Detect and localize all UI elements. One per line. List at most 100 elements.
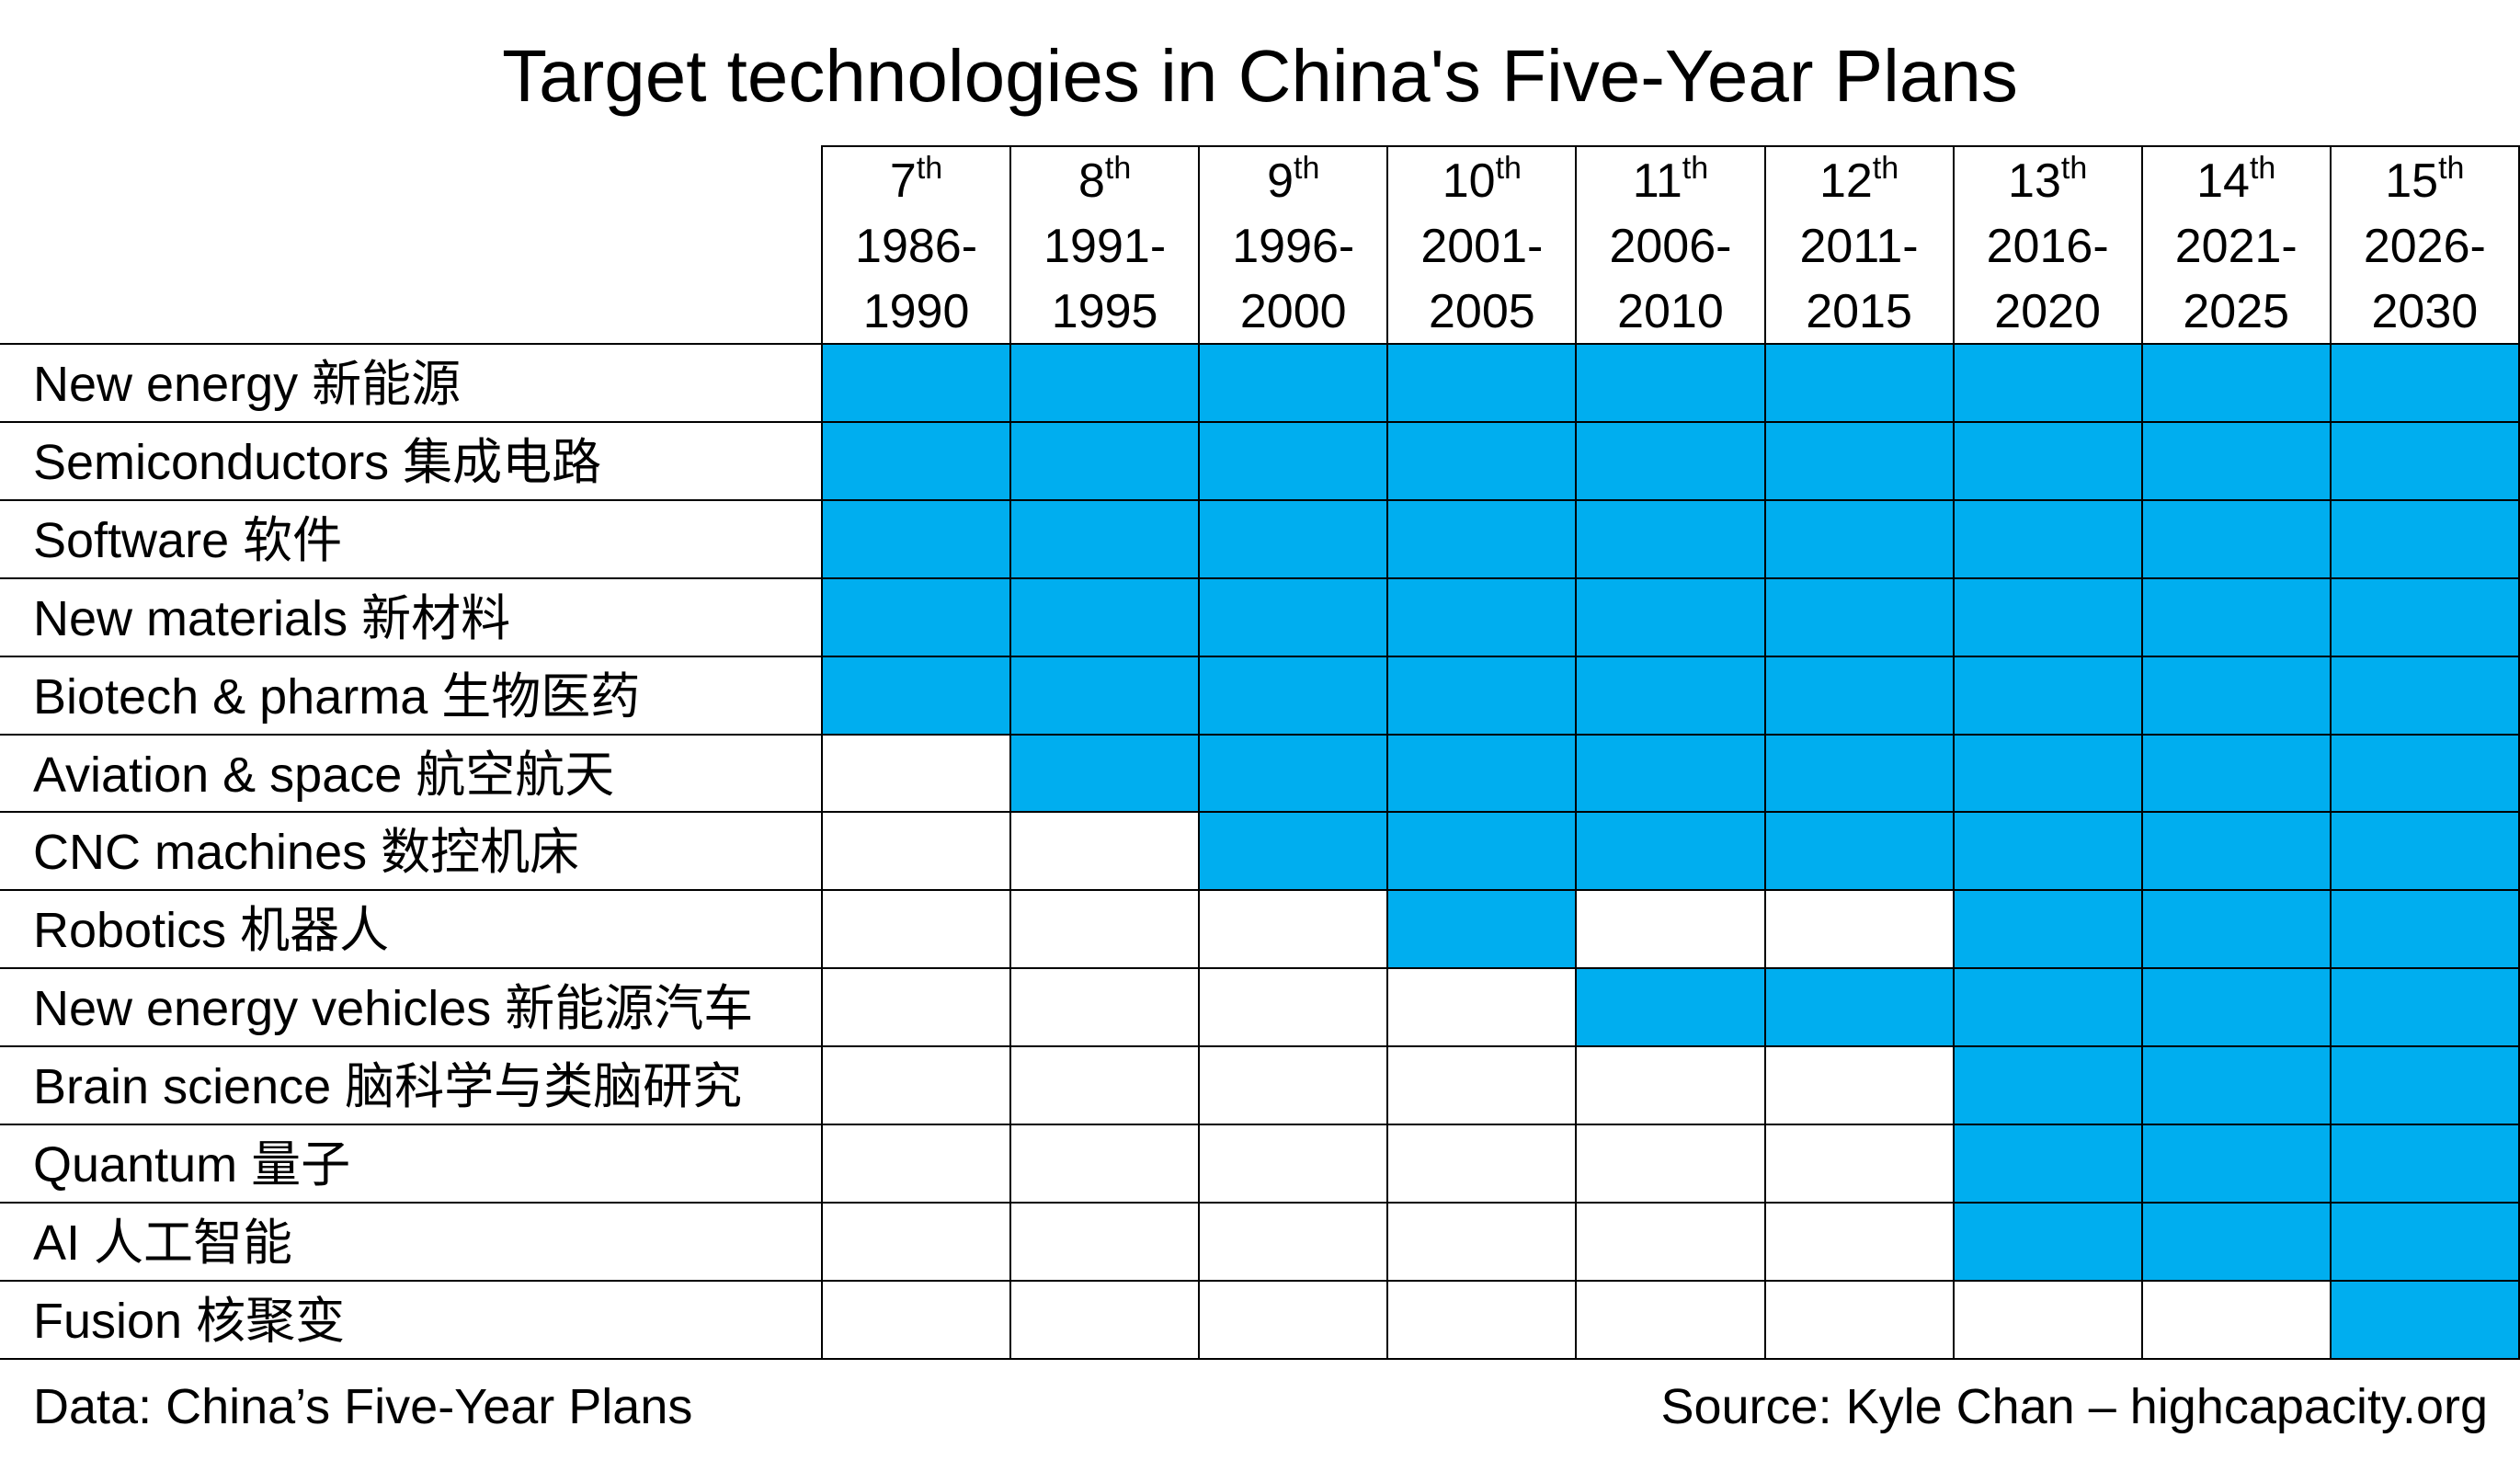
targeted-cell	[1953, 968, 2142, 1047]
targeted-cell	[2330, 344, 2519, 422]
targeted-cell	[1764, 577, 1954, 656]
plan-number: 7th	[889, 151, 943, 208]
source-credit: Source: Kyle Chan – highcapacity.org	[1660, 1379, 2488, 1434]
targeted-cell	[2330, 890, 2519, 969]
row-divider	[0, 343, 2520, 345]
column-divider	[1009, 145, 1012, 1360]
row-divider	[0, 498, 2520, 501]
targeted-cell	[2141, 1124, 2331, 1203]
empty-cell	[1576, 890, 1765, 969]
empty-cell	[1764, 1202, 1954, 1281]
targeted-cell	[1010, 734, 1200, 813]
plan-ordinal-suffix: th	[1294, 151, 1320, 186]
row-label: Semiconductors 集成电路	[33, 434, 602, 490]
row-divider	[0, 889, 2520, 892]
empty-cell	[822, 890, 1011, 969]
targeted-cell	[2330, 968, 2519, 1047]
column-divider	[1575, 145, 1578, 1360]
empty-cell	[1764, 1046, 1954, 1124]
row-label: Biotech & pharma 生物医药	[33, 668, 641, 725]
targeted-cell	[2141, 734, 2331, 813]
targeted-cell	[1764, 344, 1954, 422]
plan-ordinal-suffix: th	[1104, 151, 1132, 186]
row-label: Quantum 量子	[33, 1137, 351, 1192]
plan-end-year: 2005	[1429, 285, 1535, 338]
targeted-cell	[1199, 499, 1388, 578]
empty-cell	[1387, 1280, 1577, 1359]
plan-end-year: 1995	[1051, 285, 1158, 338]
empty-cell	[822, 734, 1011, 813]
targeted-cell	[1387, 499, 1577, 578]
column-divider	[2140, 145, 2143, 1360]
column-divider	[2329, 145, 2332, 1360]
targeted-cell	[1953, 1046, 2142, 1124]
data-note: Data: China’s Five-Year Plans	[33, 1379, 693, 1434]
plan-number: 12th	[1819, 151, 1899, 208]
row-label: CNC machines 数控机床	[33, 825, 580, 881]
plan-end-year: 2020	[1994, 285, 2101, 338]
row-label: Robotics 机器人	[33, 903, 390, 959]
empty-cell	[1576, 1046, 1765, 1124]
targeted-cell	[1576, 577, 1765, 656]
targeted-cell	[822, 499, 1011, 578]
targeted-cell	[1387, 656, 1577, 735]
empty-cell	[822, 812, 1011, 891]
plan-start-year: 2016-	[1986, 220, 2109, 273]
targeted-cell	[1010, 344, 1200, 422]
plan-ordinal-suffix: th	[916, 151, 943, 186]
empty-cell	[822, 1124, 1011, 1203]
empty-cell	[1010, 1046, 1200, 1124]
targeted-cell	[2141, 421, 2331, 500]
targeted-cell	[1764, 499, 1954, 578]
empty-cell	[1010, 890, 1200, 969]
column-divider	[821, 145, 823, 1360]
targeted-cell	[822, 344, 1011, 422]
plan-ordinal-suffix: th	[2060, 151, 2088, 186]
row-divider	[0, 1201, 2520, 1204]
empty-cell	[1953, 1280, 2142, 1359]
targeted-cell	[2141, 577, 2331, 656]
targeted-cell	[1576, 812, 1765, 891]
targeted-cell	[1953, 656, 2142, 735]
empty-cell	[2141, 1280, 2331, 1359]
targeted-cell	[1387, 344, 1577, 422]
chart-title: Target technologies in China's Five-Year…	[502, 35, 2018, 117]
empty-cell	[1764, 1280, 1954, 1359]
plan-start-year: 1986-	[855, 220, 978, 273]
targeted-cell	[1576, 656, 1765, 735]
row-divider	[0, 733, 2520, 736]
targeted-cell	[1953, 421, 2142, 500]
plan-start-year: 2026-	[2363, 220, 2486, 273]
plan-number: 8th	[1078, 151, 1132, 208]
targeted-cell	[1953, 577, 2142, 656]
targeted-cell	[1576, 734, 1765, 813]
empty-cell	[1764, 1124, 1954, 1203]
column-header-7: 7th 1986- 1990	[822, 149, 1010, 345]
targeted-cell	[1199, 577, 1388, 656]
targeted-cell	[1953, 344, 2142, 422]
row-label: New energy vehicles 新能源汽车	[33, 981, 754, 1037]
row-label: AI 人工智能	[33, 1215, 293, 1271]
row-label: New materials 新材料	[33, 590, 511, 646]
empty-cell	[1199, 1280, 1388, 1359]
plan-start-year: 2001-	[1420, 220, 1544, 273]
targeted-cell	[1010, 499, 1200, 578]
targeted-cell	[2141, 1202, 2331, 1281]
targeted-cell	[1199, 344, 1388, 422]
empty-cell	[1199, 968, 1388, 1047]
empty-cell	[1199, 890, 1388, 969]
targeted-cell	[1576, 344, 1765, 422]
column-header-10: 10th 2001- 2005	[1387, 149, 1576, 345]
targeted-cell	[1764, 968, 1954, 1047]
targeted-cell	[1576, 499, 1765, 578]
plan-number: 11th	[1632, 151, 1709, 208]
row-divider	[0, 1357, 2520, 1360]
empty-cell	[1010, 968, 1200, 1047]
empty-cell	[1010, 1124, 1200, 1203]
targeted-cell	[1953, 734, 2142, 813]
targeted-cell	[1199, 734, 1388, 813]
plan-end-year: 2015	[1806, 285, 1912, 338]
plan-end-year: 2010	[1617, 285, 1724, 338]
plan-number: 9th	[1267, 151, 1320, 208]
targeted-cell	[2330, 577, 2519, 656]
